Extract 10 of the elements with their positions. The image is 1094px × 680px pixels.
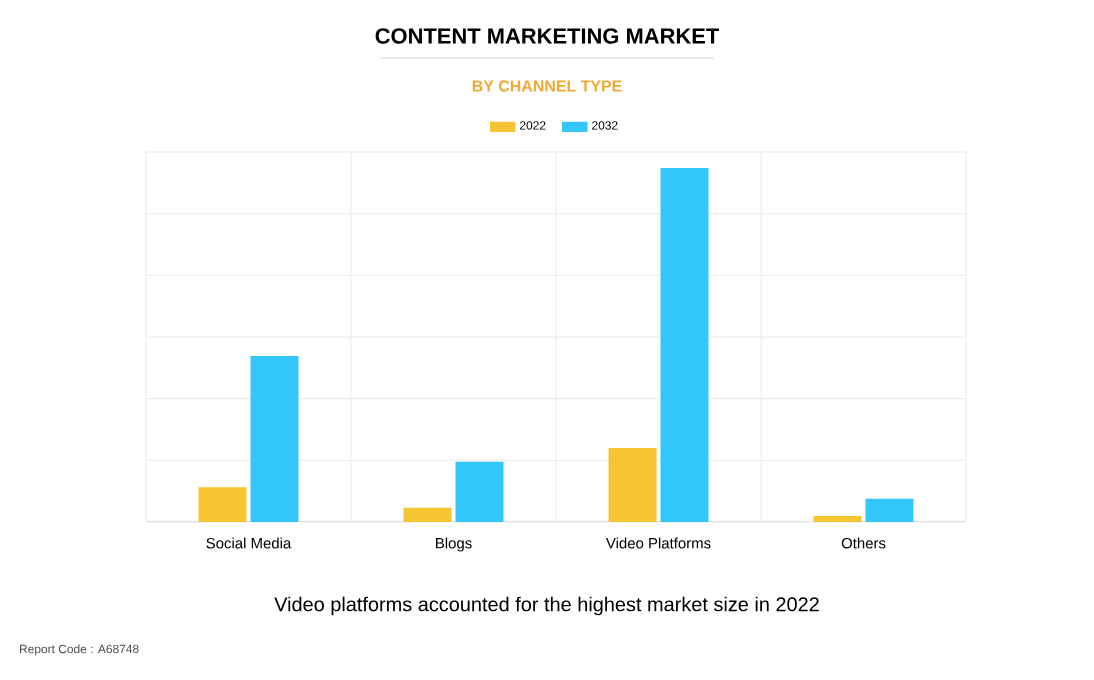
- bar: [608, 448, 657, 522]
- bar: [660, 167, 709, 522]
- bar: [813, 515, 862, 522]
- bar: [198, 487, 247, 522]
- bar: [865, 498, 914, 522]
- chart-title: CONTENT MARKETING MARKET: [375, 28, 720, 44]
- text: Video platforms accounted for the highest market size in 2022: [274, 596, 819, 616]
- bar: [250, 355, 299, 522]
- bar: [455, 461, 504, 522]
- bar: [403, 507, 452, 522]
